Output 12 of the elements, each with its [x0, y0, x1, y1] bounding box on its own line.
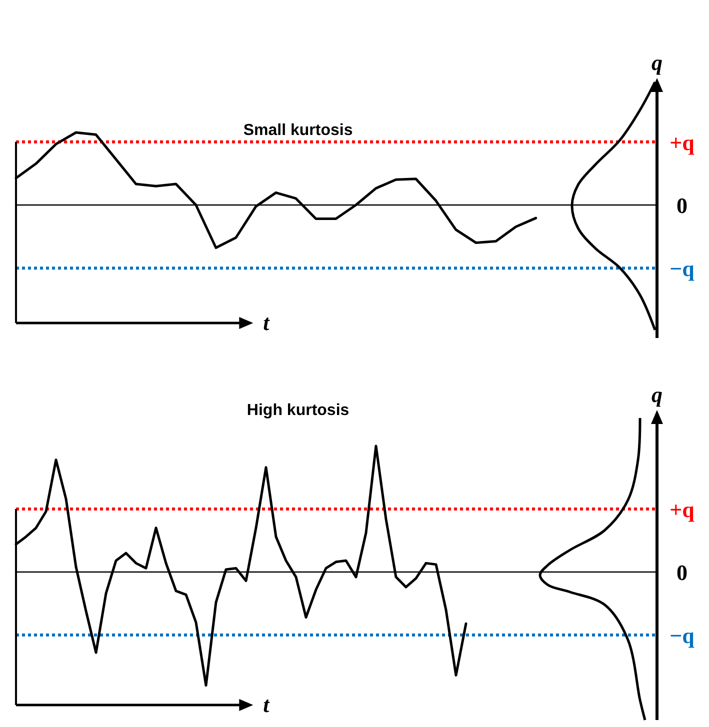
- y-axis-title: q: [652, 50, 662, 75]
- ref-line-label: +q: [670, 130, 696, 155]
- ref-line-label: 0: [676, 193, 688, 218]
- ref-line-label: −q: [670, 256, 696, 282]
- ref-line-label: +q: [670, 497, 696, 522]
- x-axis-title: t: [263, 692, 270, 717]
- ref-line-label: −q: [670, 623, 696, 648]
- x-axis-title: t: [263, 310, 270, 335]
- y-axis-title: q: [652, 382, 662, 407]
- chart-title: High kurtosis: [246, 402, 350, 419]
- chart-title: Small kurtosis: [243, 122, 353, 139]
- ref-line-label: 0: [676, 560, 688, 585]
